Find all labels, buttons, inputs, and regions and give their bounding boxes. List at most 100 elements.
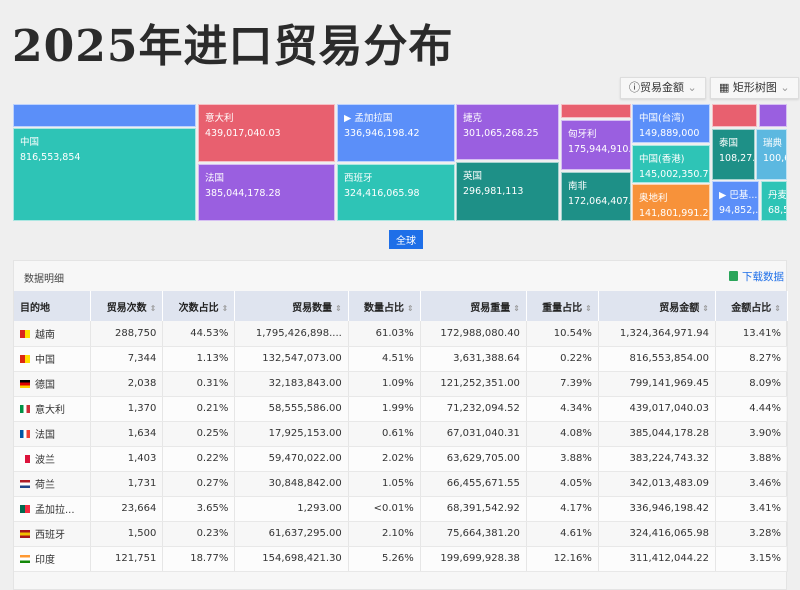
treemap-block[interactable] [13, 104, 196, 127]
table-cell: 0.27% [162, 471, 236, 497]
sort-icon[interactable]: ⇕ [585, 303, 592, 313]
table-cell: 0.31% [162, 371, 236, 397]
sort-icon[interactable]: ⇕ [221, 303, 229, 313]
treemap-block[interactable]: 捷克 301,065,268.25 [456, 104, 559, 160]
column-header[interactable]: 次数占比 ⇕ [162, 291, 236, 321]
column-header[interactable]: 重量占比 ⇕ [526, 291, 599, 321]
treemap-block[interactable]: 法国 385,044,178.28 [198, 164, 335, 221]
column-header[interactable]: 贸易数量 ⇕ [234, 291, 349, 321]
column-header[interactable]: 贸易重量 ⇕ [420, 291, 527, 321]
table-cell: 0.61% [348, 421, 421, 447]
table-cell: 0.21% [162, 396, 236, 422]
table-cell: 58,555,586.00 [234, 396, 349, 422]
table-cell: 7,344 [90, 346, 164, 372]
table-cell: 121,252,351.00 [420, 371, 527, 397]
table-row[interactable]: 德国 2,038 0.31% 32,183,843.00 1.09% 121,252,35… [14, 371, 789, 397]
destination-cell: 中国 [14, 346, 92, 372]
block-label: 意大利 [205, 113, 234, 124]
table-cell: 71,232,094.52 [420, 396, 527, 422]
treemap-block[interactable]: 泰国 108,27... [712, 129, 755, 180]
table-row[interactable]: 荷兰 1,731 0.27% 30,848,842.00 1.05% 66,455,671… [14, 471, 789, 497]
treemap-block[interactable]: 中国(台湾) 149,889,000 [632, 104, 710, 143]
flag-icon [20, 455, 30, 463]
table-cell: 30,848,842.00 [234, 471, 349, 497]
table-cell: 1,731 [90, 471, 164, 497]
flag-icon [20, 405, 30, 413]
table-cell: 4.44% [715, 396, 789, 422]
treemap-block[interactable]: 英国 296,981,113 [456, 162, 559, 221]
table-row[interactable]: 越南 288,750 44.53% 1,795,426,898.... 61.03% 17… [14, 321, 789, 347]
treemap-block[interactable]: 南非 172,064,407.59 [561, 172, 631, 221]
table-cell: 7.39% [526, 371, 599, 397]
treemap-block[interactable] [561, 104, 631, 118]
panel-title: 数据明细 [24, 274, 64, 285]
treemap-block[interactable] [712, 104, 757, 127]
flag-icon [20, 505, 30, 513]
table-cell: 816,553,854.00 [598, 346, 716, 372]
sort-icon[interactable]: ⇕ [702, 303, 709, 313]
treemap-block[interactable]: ▶ 孟加拉国 336,946,198.42 [337, 104, 455, 162]
sort-icon[interactable]: ⇕ [407, 303, 414, 313]
table-cell: 439,017,040.03 [598, 396, 716, 422]
table-row[interactable]: 印度 121,751 18.77% 154,698,421.30 5.26% 199,69… [14, 546, 789, 572]
table-cell: 2.02% [348, 446, 421, 472]
treemap-block[interactable]: 中国 816,553,854 [13, 128, 196, 221]
treemap-block[interactable]: 瑞典 100,6... [756, 129, 787, 180]
download-data-button[interactable]: 下载数据 [729, 269, 784, 284]
table-row[interactable]: 波兰 1,403 0.22% 59,470,022.00 2.02% 63,629,705… [14, 446, 789, 472]
table-cell: 311,412,044.22 [598, 546, 716, 572]
sort-icon[interactable]: ⇕ [149, 303, 157, 313]
block-label: 中国(香港) [639, 154, 685, 165]
treemap-block[interactable] [759, 104, 787, 127]
block-label: 西班牙 [344, 173, 373, 184]
table-cell: 61.03% [348, 321, 421, 347]
table-cell: 3.46% [715, 471, 789, 497]
table-cell: 324,416,065.98 [598, 521, 716, 547]
sort-icon[interactable]: ⇕ [335, 303, 342, 313]
table-cell: 199,699,928.38 [420, 546, 527, 572]
block-value: 108,27... [719, 153, 755, 164]
treemap-chart: 中国 816,553,854 意大利 439,017,040.03 法国 385,044,… [13, 104, 787, 221]
column-header[interactable]: 贸易金额 ⇕ [598, 291, 716, 321]
metric-select[interactable]: ⓘ贸易金额 ⌄ [620, 77, 706, 99]
table-cell: 10.54% [526, 321, 599, 347]
table-cell: 75,664,381.20 [420, 521, 527, 547]
block-value: 816,553,854 [20, 152, 81, 163]
table-row[interactable]: 中国 7,344 1.13% 132,547,073.00 4.51% 3,631,388… [14, 346, 789, 372]
table-cell: 0.22% [162, 446, 236, 472]
table-cell: 8.27% [715, 346, 789, 372]
treemap-block[interactable]: 中国(香港) 145,002,350.73 [632, 145, 710, 183]
table-cell: 121,751 [90, 546, 164, 572]
sort-icon[interactable]: ⇕ [513, 303, 520, 313]
table-cell: 4.05% [526, 471, 599, 497]
table-row[interactable]: 意大利 1,370 0.21% 58,555,586.00 1.99% 71,232,09… [14, 396, 789, 422]
treemap-block[interactable]: ▶ 巴基... 94,852,... [712, 181, 759, 221]
column-header[interactable]: 数量占比 ⇕ [348, 291, 421, 321]
column-header[interactable]: 金额占比 ⇕ [715, 291, 789, 321]
table-row[interactable]: 西班牙 1,500 0.23% 61,637,295.00 2.10% 75,664,38… [14, 521, 789, 547]
treemap-block[interactable]: 意大利 439,017,040.03 [198, 104, 335, 162]
table-cell: 383,224,743.32 [598, 446, 716, 472]
flag-icon [20, 329, 30, 338]
treemap-block[interactable]: 西班牙 324,416,065.98 [337, 164, 455, 221]
table-cell: 799,141,969.45 [598, 371, 716, 397]
treemap-block[interactable]: 丹麦 68,5... [761, 181, 787, 221]
table-row[interactable]: 法国 1,634 0.25% 17,925,153.00 0.61% 67,031,040… [14, 421, 789, 447]
chart-type-select[interactable]: ▦ 矩形树图 ⌄ [710, 77, 799, 99]
destination-cell: 越南 [14, 321, 92, 347]
breadcrumb-global[interactable]: 全球 [389, 230, 423, 249]
flag-icon [20, 530, 30, 538]
column-header[interactable]: 目的地 [14, 291, 92, 321]
treemap-block[interactable]: 奥地利 141,801,991.26 [632, 184, 710, 221]
column-header[interactable]: 贸易次数 ⇕ [90, 291, 164, 321]
treemap-block[interactable]: 匈牙利 175,944,910.58 [561, 120, 631, 170]
block-label: 匈牙利 [568, 129, 597, 140]
excel-icon [729, 271, 738, 281]
table-cell: 0.25% [162, 421, 236, 447]
table-row[interactable]: 孟加拉... 23,664 3.65% 1,293.00 <0.01% 68,391,54… [14, 496, 789, 522]
sort-icon[interactable]: ⇕ [774, 303, 781, 313]
block-value: 439,017,040.03 [205, 128, 281, 139]
data-detail-panel: 数据明细 下载数据 目的地 贸易次数 ⇕ 次数占比 ⇕ 贸易数量 ⇕ 数量占比 ⇕ 贸易重量 ⇕ 重量… [13, 260, 789, 590]
chevron-down-icon: ⌄ [780, 81, 790, 94]
block-value: 100,6... [763, 153, 786, 164]
